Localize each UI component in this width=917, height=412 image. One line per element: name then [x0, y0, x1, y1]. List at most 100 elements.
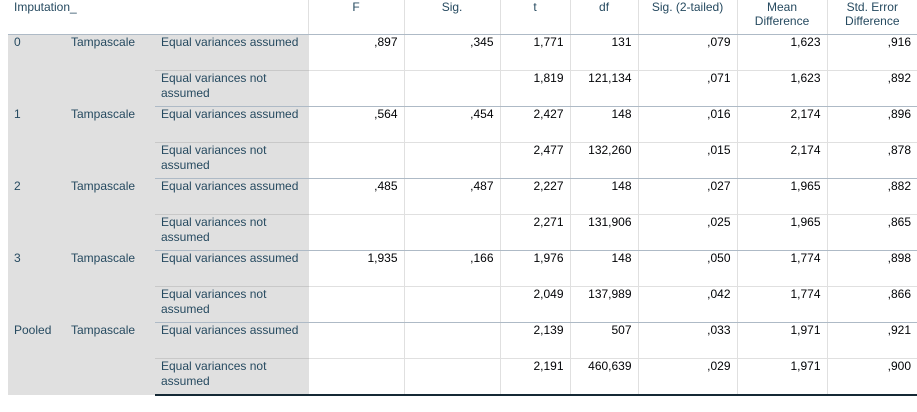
t-value: 1,819 — [499, 70, 571, 107]
f-value: ,564 — [307, 106, 405, 143]
sig-2-tailed-value: ,033 — [637, 322, 738, 359]
std-error-difference-value: ,921 — [826, 322, 917, 359]
t-value: 2,191 — [499, 358, 571, 396]
variable-label: Tampascale — [65, 250, 155, 323]
mean-difference-value: 1,623 — [736, 70, 828, 107]
table-row: Equal variances not assumed 2,271 131,906,… — [8, 214, 917, 251]
col-header-t: t — [499, 0, 571, 35]
sig-value — [403, 358, 501, 396]
mean-difference-value: 1,971 — [736, 322, 828, 359]
sig-2-tailed-value: ,050 — [637, 250, 738, 287]
sig-2-tailed-value: ,071 — [637, 70, 738, 107]
variance-assumption-label: Equal variances assumed — [155, 106, 309, 143]
mean-difference-value: 1,774 — [736, 250, 828, 287]
table-row: 2 Tampascale Equal variances assumed ,485,4… — [8, 178, 917, 251]
table-row: Equal variances not assumed 1,819 121,134,… — [8, 70, 917, 107]
table-row: 0 Tampascale Equal variances assumed ,897,3… — [8, 34, 917, 107]
t-value: 2,427 — [499, 106, 571, 143]
df-value: 131 — [569, 34, 639, 71]
mean-difference-value: 1,774 — [736, 286, 828, 323]
sig-2-tailed-value: ,029 — [637, 358, 738, 396]
table-row: Equal variances not assumed 2,477 132,260,… — [8, 142, 917, 179]
df-value: 148 — [569, 178, 639, 215]
mean-difference-value: 1,971 — [736, 358, 828, 396]
f-value: ,897 — [307, 34, 405, 71]
df-value: 137,989 — [569, 286, 639, 323]
std-error-difference-value: ,866 — [826, 286, 917, 323]
sig-value: ,345 — [403, 34, 501, 71]
t-value: 1,976 — [499, 250, 571, 287]
t-value: 2,477 — [499, 142, 571, 179]
imputation-label: 3 — [8, 250, 65, 323]
sig-2-tailed-value: ,079 — [637, 34, 738, 71]
imputation-label: 1 — [8, 106, 65, 179]
f-value — [307, 70, 405, 107]
col-header-df: df — [569, 0, 639, 35]
variance-assumption-label: Equal variances not assumed — [155, 286, 309, 323]
variable-label: Tampascale — [65, 34, 155, 107]
f-value — [307, 142, 405, 179]
sig-2-tailed-value: ,015 — [637, 142, 738, 179]
mean-difference-value: 1,965 — [736, 214, 828, 251]
table-row: Equal variances not assumed 2,191 460,639,… — [8, 358, 917, 396]
sig-2-tailed-value: ,016 — [637, 106, 738, 143]
f-value — [307, 322, 405, 359]
imputation-label: Pooled — [8, 322, 65, 395]
mean-difference-value: 2,174 — [736, 142, 828, 179]
col-header-mean-difference: Mean Difference — [736, 0, 828, 35]
variance-assumption-label: Equal variances not assumed — [155, 214, 309, 251]
f-value: 1,935 — [307, 250, 405, 287]
std-error-difference-value: ,896 — [826, 106, 917, 143]
table-row: Pooled Tampascale Equal variances assumed 2… — [8, 322, 917, 395]
df-value: 148 — [569, 106, 639, 143]
f-value — [307, 286, 405, 323]
mean-difference-value: 1,623 — [736, 34, 828, 71]
sig-2-tailed-value: ,042 — [637, 286, 738, 323]
f-value — [307, 358, 405, 396]
sig-value: ,166 — [403, 250, 501, 287]
variance-assumption-label: Equal variances assumed — [155, 250, 309, 287]
std-error-difference-value: ,882 — [826, 178, 917, 215]
imputation-label: 0 — [8, 34, 65, 107]
std-error-difference-value: ,865 — [826, 214, 917, 251]
f-value — [307, 214, 405, 251]
t-value: 2,271 — [499, 214, 571, 251]
table-row: 3 Tampascale Equal variances assumed 1,935,… — [8, 250, 917, 323]
variance-assumption-label: Equal variances not assumed — [155, 70, 309, 107]
sig-value — [403, 286, 501, 323]
variance-assumption-label: Equal variances not assumed — [155, 358, 309, 396]
df-value: 121,134 — [569, 70, 639, 107]
df-value: 148 — [569, 250, 639, 287]
col-header-std-error-difference: Std. Error Difference — [826, 0, 917, 35]
df-value: 460,639 — [569, 358, 639, 396]
sig-value — [403, 70, 501, 107]
std-error-difference-value: ,892 — [826, 70, 917, 107]
variance-assumption-label: Equal variances assumed — [155, 178, 309, 215]
sig-value: ,454 — [403, 106, 501, 143]
std-error-difference-value: ,898 — [826, 250, 917, 287]
table-row: 1 Tampascale Equal variances assumed ,564,4… — [8, 106, 917, 179]
t-value: 1,771 — [499, 34, 571, 71]
variable-label: Tampascale — [65, 178, 155, 251]
col-header-sig: Sig. — [403, 0, 501, 35]
df-value: 131,906 — [569, 214, 639, 251]
mean-difference-value: 1,965 — [736, 178, 828, 215]
t-value: 2,227 — [499, 178, 571, 215]
t-value: 2,049 — [499, 286, 571, 323]
col-header-sig-2-tailed: Sig. (2-tailed) — [637, 0, 738, 35]
sig-value: ,487 — [403, 178, 501, 215]
df-value: 507 — [569, 322, 639, 359]
col-header-f: F — [307, 0, 405, 35]
sig-2-tailed-value: ,027 — [637, 178, 738, 215]
f-value: ,485 — [307, 178, 405, 215]
independent-samples-test-table: Imputation_ F Sig. t df Sig. (2-tailed) … — [8, 0, 917, 396]
header-row: Imputation_ F Sig. t df Sig. (2-tailed) … — [8, 0, 917, 35]
sig-value — [403, 322, 501, 359]
std-error-difference-value: ,900 — [826, 358, 917, 396]
sig-value — [403, 214, 501, 251]
table-row: Equal variances not assumed 2,049 137,989,… — [8, 286, 917, 323]
sig-2-tailed-value: ,025 — [637, 214, 738, 251]
std-error-difference-value: ,916 — [826, 34, 917, 71]
mean-difference-value: 2,174 — [736, 106, 828, 143]
variance-assumption-label: Equal variances assumed — [155, 322, 309, 359]
